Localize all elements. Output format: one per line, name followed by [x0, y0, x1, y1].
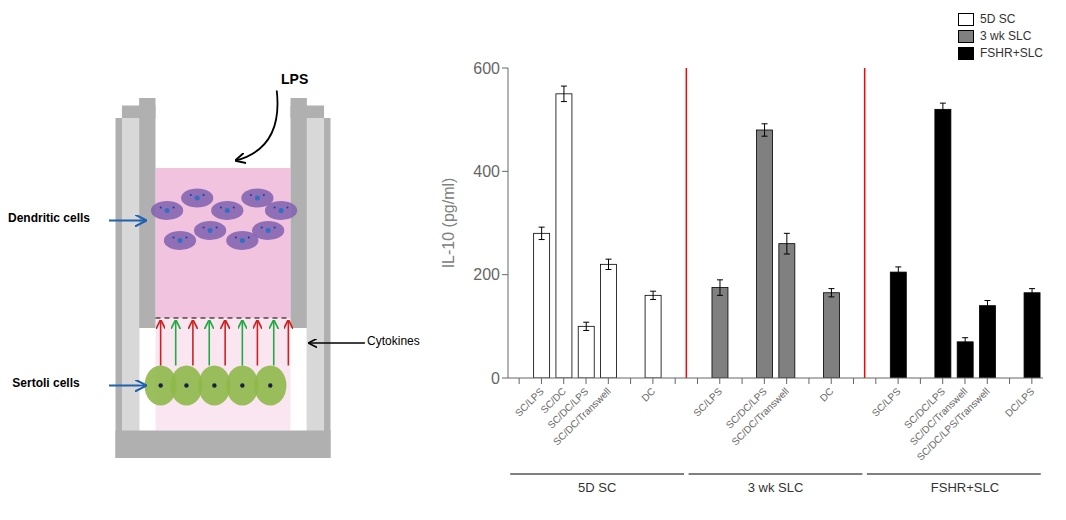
svg-text:LPS: LPS: [281, 71, 308, 87]
svg-text:SC/DC/LPS: SC/DC/LPS: [723, 385, 769, 431]
svg-text:5D SC: 5D SC: [578, 480, 616, 495]
svg-text:Sertoli cells: Sertoli cells: [12, 376, 80, 390]
svg-text:Cytokines: Cytokines: [367, 334, 420, 348]
svg-text:SC/DC/LPS/Transwell: SC/DC/LPS/Transwell: [915, 386, 992, 463]
svg-text:DC: DC: [818, 386, 836, 404]
svg-text:Dendritic cells: Dendritic cells: [8, 211, 90, 225]
html-text:3 wk SLC: 3 wk SLC: [980, 29, 1032, 43]
svg-text:FSHR+SLC: FSHR+SLC: [931, 480, 999, 495]
svg-text:600: 600: [473, 60, 500, 77]
svg-text:400: 400: [473, 163, 500, 180]
svg-text:SC/LPS: SC/LPS: [691, 385, 724, 418]
html-text:5D SC: 5D SC: [980, 12, 1016, 26]
svg-text:DC/LPS: DC/LPS: [1003, 385, 1037, 419]
svg-text:SC/DC/LPS: SC/DC/LPS: [545, 385, 591, 431]
svg-text:3 wk SLC: 3 wk SLC: [748, 480, 804, 495]
svg-text:0: 0: [491, 370, 500, 387]
svg-text:SC/DC/Transwell: SC/DC/Transwell: [551, 386, 613, 448]
svg-text:SC/LPS: SC/LPS: [513, 385, 546, 418]
svg-text:SC/LPS: SC/LPS: [870, 385, 903, 418]
html-text:FSHR+SLC: FSHR+SLC: [980, 46, 1043, 60]
svg-text:SC/DC/Transwell: SC/DC/Transwell: [907, 385, 970, 448]
svg-text:200: 200: [473, 266, 500, 283]
svg-text:SC/DC/Transwell: SC/DC/Transwell: [729, 386, 791, 448]
svg-text:DC: DC: [639, 386, 657, 404]
svg-text:IL-10 (pg/ml): IL-10 (pg/ml): [440, 178, 457, 269]
